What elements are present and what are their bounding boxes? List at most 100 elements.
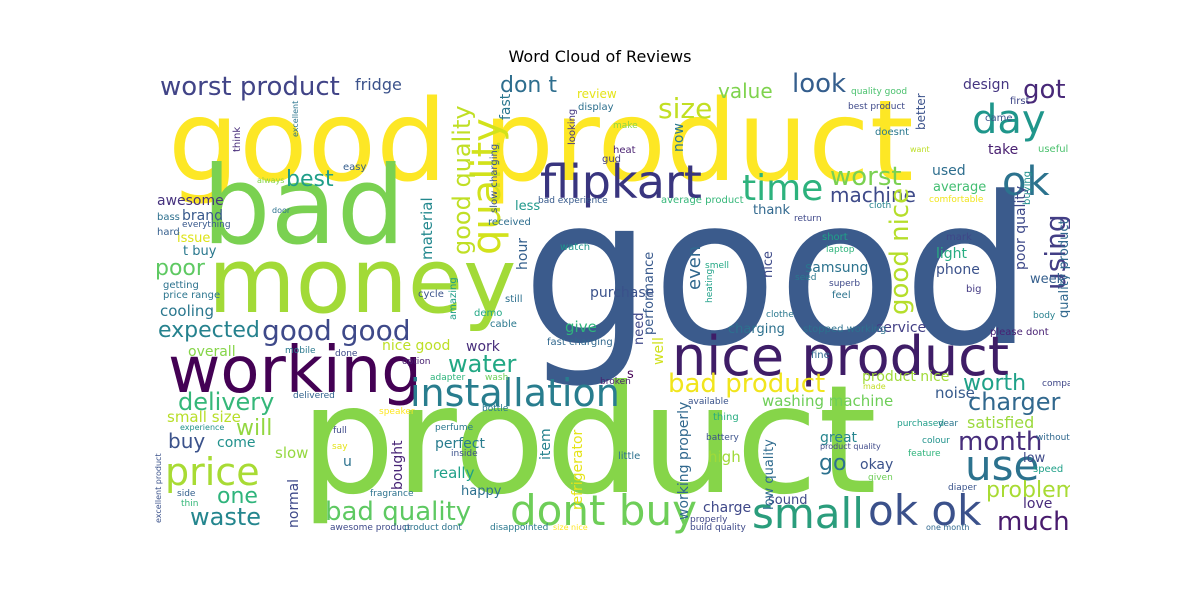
cloud-word: option bbox=[402, 357, 430, 367]
cloud-word: quality bbox=[464, 118, 510, 255]
cloud-word: done bbox=[335, 349, 358, 359]
cloud-word: build quality bbox=[690, 523, 746, 533]
cloud-word: give bbox=[565, 318, 597, 336]
cloud-word: month bbox=[958, 427, 1042, 457]
cloud-word: fast bbox=[498, 93, 514, 120]
cloud-word: think bbox=[232, 127, 243, 152]
cloud-word: slow bbox=[275, 444, 308, 462]
cloud-word: buy bbox=[168, 429, 205, 453]
cloud-word: performance bbox=[642, 252, 657, 335]
cloud-word: bought bbox=[390, 440, 406, 490]
cloud-word: properly bbox=[690, 515, 728, 525]
cloud-word: noise bbox=[935, 384, 975, 402]
cloud-word: excellent bbox=[291, 101, 300, 137]
cloud-word: much bbox=[997, 507, 1070, 537]
cloud-word: low bbox=[1023, 451, 1046, 466]
cloud-word: perfume bbox=[435, 423, 474, 433]
cloud-word: happy bbox=[461, 484, 502, 499]
cloud-word: now bbox=[671, 123, 687, 152]
cloud-word: thing bbox=[713, 412, 739, 423]
cloud-word: work bbox=[466, 339, 501, 355]
cloud-word: perfect bbox=[435, 436, 485, 452]
cloud-word: body bbox=[1033, 311, 1056, 321]
cloud-word: really bbox=[433, 464, 475, 482]
cloud-word: good bbox=[522, 154, 1033, 392]
cloud-word: heat bbox=[613, 145, 636, 156]
cloud-word: material bbox=[418, 197, 436, 260]
cloud-word: worst product bbox=[160, 72, 340, 102]
cloud-word: will bbox=[236, 416, 272, 441]
cloud-word: speed bbox=[1033, 464, 1063, 475]
cloud-word: purchase bbox=[590, 285, 654, 301]
cloud-word: make bbox=[613, 121, 638, 131]
cloud-word: need bbox=[632, 313, 647, 346]
cloud-word: water bbox=[448, 350, 517, 378]
cloud-word: bad experience bbox=[538, 196, 608, 206]
cloud-word: one month bbox=[926, 523, 969, 532]
cloud-word: go bbox=[819, 451, 846, 476]
cloud-word: ok ok bbox=[868, 486, 982, 535]
cloud-word: price range bbox=[163, 290, 220, 301]
cloud-word: light bbox=[936, 246, 968, 262]
cloud-word: size nice bbox=[553, 523, 588, 532]
cloud-word: given bbox=[868, 473, 893, 483]
cloud-word: sound bbox=[768, 493, 807, 508]
cloud-word: easy bbox=[343, 162, 366, 173]
cloud-word: side bbox=[177, 489, 196, 499]
cloud-word: better bbox=[914, 93, 928, 130]
cloud-word: everything bbox=[182, 220, 231, 230]
cloud-word: getting bbox=[163, 280, 199, 291]
cloud-word: thank bbox=[753, 203, 791, 218]
cloud-word: working properly bbox=[676, 402, 692, 520]
cloud-word: useful bbox=[1038, 144, 1068, 155]
cloud-word: refrigerator bbox=[570, 429, 586, 510]
cloud-word: small size bbox=[167, 408, 241, 426]
cloud-word: less bbox=[515, 199, 540, 214]
cloud-word: came bbox=[985, 113, 1013, 124]
cloud-word: take bbox=[988, 142, 1018, 158]
cloud-word: poor bbox=[155, 256, 206, 281]
cloud-word: working bbox=[168, 334, 422, 408]
cloud-word: poor quality bbox=[1013, 186, 1029, 270]
cloud-word: slow charging bbox=[489, 144, 500, 213]
cloud-word: company bbox=[1042, 379, 1070, 389]
cloud-word: good quality bbox=[448, 105, 476, 255]
cloud-word: machine bbox=[830, 183, 916, 207]
cloud-word: value bbox=[718, 79, 773, 103]
cloud-word: charge bbox=[703, 500, 751, 516]
cloud-word: good nice bbox=[885, 188, 915, 315]
cloud-word: good product bbox=[168, 77, 914, 207]
cloud-word: return bbox=[794, 214, 822, 224]
cloud-word: day bbox=[972, 97, 1046, 143]
cloud-word: use bbox=[965, 441, 1039, 490]
cloud-word: want bbox=[910, 145, 930, 154]
chart-title: Word Cloud of Reviews bbox=[508, 47, 692, 66]
cloud-word: satisfied bbox=[967, 413, 1034, 432]
cloud-word: charger bbox=[968, 388, 1061, 416]
cloud-word: love bbox=[1023, 496, 1052, 512]
cloud-word: u bbox=[343, 454, 352, 470]
cloud-word: bad bbox=[202, 144, 405, 269]
cloud-word: design bbox=[963, 77, 1009, 93]
cloud-word: bottle bbox=[482, 404, 509, 414]
cloud-word: gud bbox=[602, 154, 621, 165]
cloud-word: t buy bbox=[183, 244, 217, 259]
cloud-word: speaker bbox=[379, 407, 415, 417]
cloud-word: thin bbox=[181, 499, 198, 509]
cloud-word: size bbox=[658, 92, 712, 125]
cloud-word: samsung bbox=[805, 260, 868, 276]
cloud-word: average bbox=[933, 180, 986, 195]
cloud-word: hard bbox=[157, 227, 180, 238]
cloud-word: comfortable bbox=[929, 195, 984, 205]
cloud-word: come bbox=[217, 435, 256, 451]
cloud-word: delivery bbox=[178, 388, 274, 416]
cloud-word: watch bbox=[560, 242, 590, 253]
cloud-word: nice bbox=[761, 251, 776, 278]
cloud-word: product bbox=[300, 354, 877, 528]
cloud-word: installation bbox=[410, 371, 620, 415]
cloud-word: heating bbox=[705, 269, 715, 303]
cloud-word: don t bbox=[500, 73, 557, 98]
cloud-word: received bbox=[488, 217, 531, 228]
cloud-word: available bbox=[688, 397, 729, 407]
